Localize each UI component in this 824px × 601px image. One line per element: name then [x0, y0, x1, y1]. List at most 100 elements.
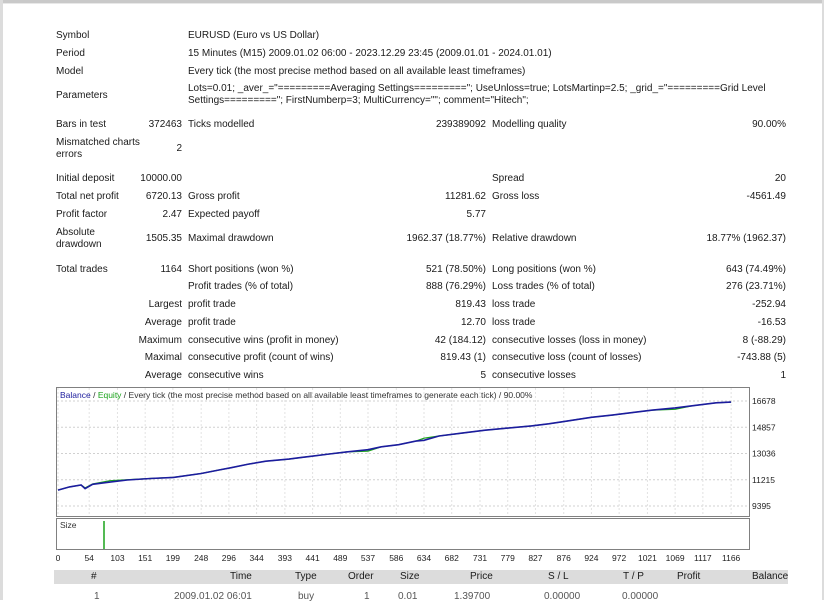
relative-drawdown-label: Relative drawdown	[492, 233, 577, 244]
average-consecutive-wins-label: consecutive wins	[188, 370, 264, 381]
legend-equity: Equity	[98, 390, 122, 400]
table-row: 1 2009.01.02 06:01 buy 1 0.01 1.39700 0.…	[54, 591, 788, 601]
size-plot-area	[56, 518, 750, 550]
loss-trades-label: Loss trades (% of total)	[492, 281, 595, 292]
period-value: 15 Minutes (M15) 2009.01.02 06:00 - 2023…	[188, 48, 552, 59]
x-tick-label: 634	[417, 553, 431, 563]
col-time[interactable]: Time	[230, 571, 252, 582]
window-top-border-shadow	[0, 3, 824, 4]
average-profit-value: 12.70	[460, 317, 486, 328]
x-tick-label: 248	[194, 553, 208, 563]
maximal-label: Maximal	[144, 352, 182, 363]
x-axis: 0 54 103 151 199 248 296 344 393 441 489 537 586 634 6…	[56, 553, 741, 563]
size-chart: Size	[56, 518, 750, 550]
x-tick-label: 876	[557, 553, 571, 563]
col-price[interactable]: Price	[470, 571, 493, 582]
y-axis-ticks: 16678 14857 13036 11215 9395	[752, 396, 776, 511]
maximal-drawdown-label: Maximal drawdown	[188, 233, 274, 244]
largest-profit-value: 819.43	[455, 299, 486, 310]
quality-value: 90.00%	[752, 119, 786, 130]
average-loss-value: -16.53	[757, 317, 786, 328]
size-label: Size	[60, 520, 77, 530]
x-tick-label: 586	[389, 553, 403, 563]
bars-label: Bars in test	[56, 119, 107, 130]
balance-equity-chart: 16678 14857 13036 11215 9395 Balance / Equit…	[56, 387, 776, 517]
loss-trades-value: 276 (23.71%)	[725, 281, 786, 292]
x-tick-label: 972	[612, 553, 626, 563]
parameters-line-1: Lots=0.01; _aver_="=========Averaging Se…	[188, 83, 766, 94]
spread-label: Spread	[492, 173, 525, 184]
window-left-border	[0, 0, 3, 600]
profit-factor-label: Profit factor	[56, 209, 108, 220]
col-balance[interactable]: Balance	[752, 571, 789, 582]
model-label: Model	[56, 66, 84, 77]
mismatch-value: 2	[176, 143, 182, 154]
y-tick-label: 11215	[752, 475, 775, 485]
long-positions-value: 643 (74.49%)	[725, 264, 786, 275]
trades-table-header: # Time Type Order Size Price S / L T / P…	[54, 570, 788, 584]
col-order[interactable]: Order	[348, 571, 374, 582]
absolute-drawdown-value: 1505.35	[145, 233, 182, 244]
max-consecutive-wins-value: 42 (184.12)	[434, 335, 486, 346]
y-tick-label: 13036	[752, 449, 776, 459]
largest-profit-label: profit trade	[188, 299, 236, 310]
quality-label: Modelling quality	[492, 119, 567, 130]
col-sl[interactable]: S / L	[548, 571, 569, 582]
x-axis-ticks: 0 54 103 151 199 248 296 344 393 441 489 537 586 634 6…	[56, 553, 741, 563]
profit-factor-value: 2.47	[162, 209, 182, 220]
ticks-value: 239389092	[435, 119, 486, 130]
average-consecutive-losses-label: consecutive losses	[492, 370, 576, 381]
row-tp: 0.00000	[622, 591, 659, 601]
row-sl: 0.00000	[544, 591, 581, 601]
max-consecutive-losses-label: consecutive losses (loss in money)	[492, 335, 647, 346]
window-top-border	[0, 0, 824, 3]
y-tick-label: 9395	[752, 501, 771, 511]
net-profit-label: Total net profit	[56, 191, 119, 202]
col-type[interactable]: Type	[295, 571, 317, 582]
parameters-label: Parameters	[56, 90, 108, 101]
relative-drawdown-value: 18.77% (1962.37)	[706, 233, 786, 244]
expected-payoff-label: Expected payoff	[188, 209, 260, 220]
average-loss-label: loss trade	[492, 317, 536, 328]
long-positions-label: Long positions (won %)	[492, 264, 596, 275]
x-tick-label: 827	[528, 553, 542, 563]
symbol-label: Symbol	[56, 30, 90, 41]
col-tp[interactable]: T / P	[623, 571, 644, 582]
x-tick-label: 1069	[666, 553, 685, 563]
model-value: Every tick (the most precise method base…	[188, 66, 526, 77]
x-tick-label: 682	[445, 553, 459, 563]
col-number[interactable]: #	[91, 571, 97, 582]
x-tick-label: 537	[361, 553, 375, 563]
expected-payoff-value: 5.77	[466, 209, 486, 220]
average-consecutive-losses-value: 1	[780, 370, 786, 381]
chart-legend: Balance / Equity / Every tick (the most …	[60, 390, 533, 400]
x-tick-label: 1117	[694, 553, 712, 563]
absolute-drawdown-label: Absolute drawdown	[56, 227, 102, 250]
col-size[interactable]: Size	[400, 571, 420, 582]
symbol-value: EURUSD (Euro vs US Dollar)	[188, 30, 320, 41]
period-label: Period	[56, 48, 85, 59]
maximal-consecutive-profit-label: consecutive profit (count of wins)	[188, 352, 334, 363]
spread-value: 20	[774, 173, 786, 184]
bars-value: 372463	[148, 119, 182, 130]
col-profit[interactable]: Profit	[677, 571, 701, 582]
largest-label: Largest	[148, 299, 182, 310]
x-tick-label: 103	[110, 553, 124, 563]
max-consecutive-losses-value: 8 (-88.29)	[742, 335, 786, 346]
y-tick-label: 16678	[752, 396, 776, 406]
window-right-border	[822, 0, 824, 600]
largest-loss-label: loss trade	[492, 299, 536, 310]
x-tick-label: 0	[56, 553, 61, 563]
average-profit-label: profit trade	[188, 317, 236, 328]
parameters-line-2: Settings========="; FirstNumberp=3; Mult…	[188, 95, 529, 106]
balance-line	[57, 401, 732, 491]
x-tick-label: 393	[278, 553, 292, 563]
row-number: 1	[94, 591, 100, 601]
x-tick-label: 489	[333, 553, 347, 563]
x-tick-label: 344	[250, 553, 264, 563]
profit-trades-value: 888 (76.29%)	[425, 281, 486, 292]
x-tick-label: 54	[84, 553, 94, 563]
legend-balance: Balance	[60, 390, 91, 400]
initial-deposit-label: Initial deposit	[56, 173, 115, 184]
x-tick-label: 441	[306, 553, 320, 563]
